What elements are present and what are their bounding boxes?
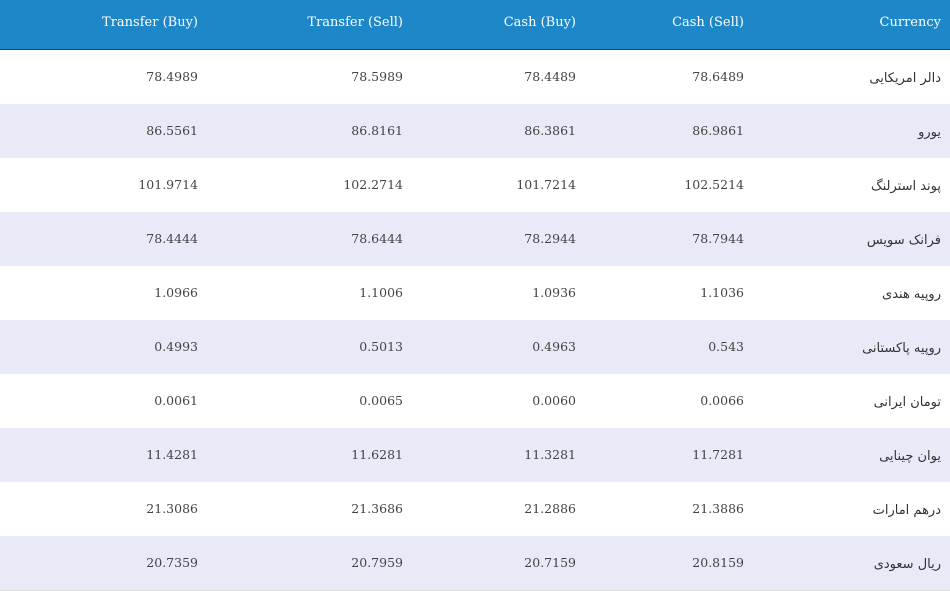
transfer-buy-cell: 0.0061 — [154, 393, 198, 408]
table-row: 1.0966 1.1006 1.0936 1.1036 روپیه هندی — [0, 265, 950, 320]
cash-buy-cell: 0.4963 — [532, 339, 576, 354]
header-transfer-buy: Transfer (Buy) — [0, 0, 207, 50]
cash-buy-cell: 21.2886 — [524, 501, 576, 516]
table-row: 11.4281 11.6281 11.3281 11.7281 یوان چین… — [0, 427, 950, 482]
transfer-sell-cell: 78.5989 — [351, 69, 403, 84]
currency-cell: پوند استرلنگ — [870, 179, 941, 194]
table-body: 78.4989 78.5989 78.4489 78.6489 دالر امر… — [0, 49, 950, 591]
transfer-buy-cell: 20.7359 — [0, 535, 207, 591]
transfer-buy-cell: 21.3086 — [146, 501, 198, 516]
table-row: 0.4993 0.5013 0.4963 0.543 روپیه پاکستان… — [0, 319, 950, 374]
currency-cell: ریال سعودی — [753, 535, 950, 591]
table-row: 78.4444 78.6444 78.2944 78.7944 فرانک سو… — [0, 211, 950, 266]
cash-sell-cell: 1.1036 — [700, 285, 744, 300]
transfer-buy-cell: 101.9714 — [138, 177, 198, 192]
currency-cell: یورو — [918, 125, 941, 140]
header-row: Transfer (Buy) Transfer (Sell) Cash (Buy… — [0, 0, 950, 50]
transfer-sell-cell: 0.5013 — [359, 339, 403, 354]
table-row: 86.5561 86.8161 86.3861 86.9861 یورو — [0, 103, 950, 158]
transfer-sell-cell: 21.3686 — [351, 501, 403, 516]
cash-sell-cell: 78.6489 — [692, 69, 744, 84]
currency-cell: یوان چینایی — [879, 449, 941, 464]
table-row: 21.3086 21.3686 21.2886 21.3886 درهم اما… — [0, 481, 950, 536]
cash-sell-cell: 11.7281 — [692, 447, 744, 462]
transfer-sell-cell: 11.6281 — [351, 447, 403, 462]
cash-sell-cell: 21.3886 — [692, 501, 744, 516]
table-row: 20.7359 20.7959 20.7159 20.8159 ریال سعو… — [0, 535, 950, 591]
transfer-sell-cell: 1.1006 — [359, 285, 403, 300]
transfer-buy-cell: 86.5561 — [146, 123, 198, 138]
cash-buy-cell: 101.7214 — [516, 177, 576, 192]
transfer-buy-cell: 78.4989 — [146, 69, 198, 84]
table-row: 78.4989 78.5989 78.4489 78.6489 دالر امر… — [0, 49, 950, 104]
table-row: 0.0061 0.0065 0.0060 0.0066 تومان ایرانی — [0, 373, 950, 428]
currency-cell: فرانک سویس — [866, 233, 941, 248]
cash-buy-cell: 78.4489 — [524, 69, 576, 84]
transfer-buy-cell: 0.4993 — [154, 339, 198, 354]
table-header: Transfer (Buy) Transfer (Sell) Cash (Buy… — [0, 0, 950, 50]
currency-cell: روپیه هندی — [882, 287, 941, 302]
currency-cell: روپیه پاکستانی — [862, 341, 941, 356]
header-cash-sell: Cash (Sell) — [585, 0, 753, 50]
transfer-sell-cell: 102.2714 — [343, 177, 403, 192]
header-transfer-sell: Transfer (Sell) — [207, 0, 412, 50]
header-currency: Currency — [753, 0, 950, 50]
cash-buy-cell: 0.0060 — [532, 393, 576, 408]
cash-buy-cell: 11.3281 — [524, 447, 576, 462]
transfer-sell-cell: 20.7959 — [207, 535, 412, 591]
cash-sell-cell: 102.5214 — [684, 177, 744, 192]
table-row: 101.9714 102.2714 101.7214 102.5214 پوند… — [0, 157, 950, 212]
transfer-buy-cell: 78.4444 — [146, 231, 198, 246]
transfer-sell-cell: 78.6444 — [351, 231, 403, 246]
cash-sell-cell: 20.8159 — [585, 535, 753, 591]
transfer-buy-cell: 11.4281 — [146, 447, 198, 462]
cash-sell-cell: 86.9861 — [692, 123, 744, 138]
cash-sell-cell: 0.0066 — [700, 393, 744, 408]
currency-cell: تومان ایرانی — [873, 395, 941, 410]
cash-buy-cell: 20.7159 — [412, 535, 585, 591]
header-cash-buy: Cash (Buy) — [412, 0, 585, 50]
cash-buy-cell: 1.0936 — [532, 285, 576, 300]
cash-sell-cell: 0.543 — [708, 339, 744, 354]
currency-cell: درهم امارات — [872, 503, 941, 518]
transfer-sell-cell: 0.0065 — [359, 393, 403, 408]
cash-buy-cell: 86.3861 — [524, 123, 576, 138]
transfer-sell-cell: 86.8161 — [351, 123, 403, 138]
transfer-buy-cell: 1.0966 — [154, 285, 198, 300]
cash-buy-cell: 78.2944 — [524, 231, 576, 246]
currency-cell: دالر امریکایی — [869, 71, 941, 86]
cash-sell-cell: 78.7944 — [692, 231, 744, 246]
